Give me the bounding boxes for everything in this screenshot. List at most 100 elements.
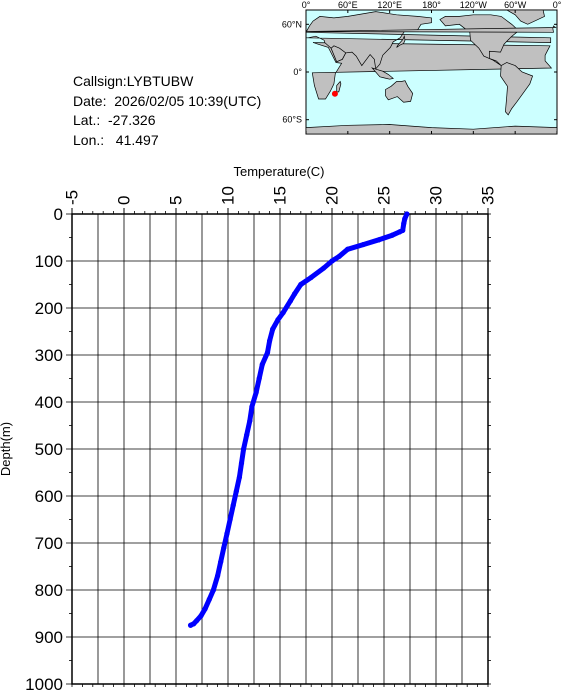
map-lon-label: 0° <box>302 0 311 10</box>
map-lon-label: 120°E <box>377 0 402 10</box>
chart-grid <box>72 214 488 684</box>
y-tick-label: 700 <box>35 534 63 553</box>
x-tick-label: 30 <box>427 186 446 205</box>
profile-point <box>241 446 247 452</box>
map-landmass <box>385 80 414 103</box>
longitude: Lon.: 41.497 <box>73 131 159 148</box>
location-map: 0° 60°E 120°E 180° 120°W 60°W 0° 60°N0°60°S <box>282 0 562 135</box>
profile-point <box>270 326 276 332</box>
x-tick-label: 15 <box>271 186 290 205</box>
profile-point <box>402 216 408 222</box>
profile-point <box>215 573 221 579</box>
profile-point <box>198 613 204 619</box>
map-lat-label: 60°S <box>282 115 302 125</box>
profile-point <box>224 531 230 537</box>
profile-point <box>298 281 304 288</box>
x-tick-label: 5 <box>167 196 186 205</box>
profile-point <box>397 229 403 235</box>
profile-point <box>259 361 265 367</box>
profile-point <box>218 559 224 565</box>
latitude: Lat.: -27.326 <box>73 112 156 128</box>
profile-point <box>221 545 227 551</box>
map-latitude-labels: 60°N 0° 60°S <box>282 19 303 124</box>
y-tick-label: 1000 <box>25 675 63 690</box>
map-landmass <box>371 67 394 80</box>
map-lat-label: 0° <box>293 67 302 77</box>
map-landmass <box>306 25 557 33</box>
profile-point <box>345 246 351 252</box>
plot-frame <box>71 213 489 685</box>
profile-point <box>233 488 239 494</box>
y-tick-label: 600 <box>35 487 63 506</box>
profile-point <box>230 502 236 508</box>
y-tick-label: 400 <box>35 393 63 412</box>
cast-location-marker <box>331 90 338 97</box>
profile-point <box>202 606 208 612</box>
cast-info: Callsign:LYBTUBW Date: 2026/02/05 10:39(… <box>73 72 261 150</box>
profile-point <box>238 460 245 466</box>
x-tick-label: 20 <box>323 186 342 205</box>
y-tick-labels: 0 100 200 300 400 500 600 700 800 900 1000 <box>25 205 63 690</box>
profile-point <box>291 291 298 297</box>
profile-point <box>227 516 233 523</box>
profile-point <box>247 418 253 424</box>
profile-point <box>187 622 194 628</box>
temperature-profile <box>187 211 410 628</box>
profile-point <box>275 317 281 323</box>
map-landmass <box>439 14 520 66</box>
profile-point <box>376 237 382 243</box>
callsign: Callsign:LYBTUBW <box>73 73 194 89</box>
map-graticule <box>305 10 558 134</box>
x-tick-labels: -5 0 5 10 15 20 25 30 35 <box>63 186 498 205</box>
profile-point <box>360 241 366 248</box>
map-landmass <box>505 9 545 25</box>
map-lon-label: 60°W <box>504 0 527 10</box>
y-tick-label: 100 <box>35 252 63 271</box>
x-tick-label: 0 <box>115 196 134 205</box>
profile-point <box>308 274 314 281</box>
map-landmass <box>500 62 534 116</box>
map-lon-label: 180° <box>422 0 441 10</box>
profile-point <box>256 375 262 382</box>
map-landmass <box>336 80 342 93</box>
cast-date: Date: 2026/02/05 10:39(UTC) <box>73 92 262 109</box>
y-tick-label: 900 <box>35 628 63 647</box>
y-tick-label: 300 <box>35 346 63 365</box>
profile-point <box>210 587 217 593</box>
profile-point <box>401 220 407 226</box>
profile-point <box>389 232 395 238</box>
chart-minor-ticks <box>66 208 491 687</box>
x-tick-label: 25 <box>375 186 394 205</box>
x-axis-title: Temperature(C) <box>233 164 324 179</box>
map-landmass <box>396 34 406 48</box>
profile-point <box>329 258 335 264</box>
profile-point <box>253 390 259 396</box>
y-tick-label: 800 <box>35 581 63 600</box>
profile-point <box>194 617 200 624</box>
map-lon-label: 120°W <box>460 0 488 10</box>
map-lon-label: 60°E <box>338 0 358 10</box>
profile-point <box>321 265 327 271</box>
profile-point <box>206 596 212 603</box>
cast-marker-dot <box>331 90 338 97</box>
x-tick-label: -5 <box>63 190 82 205</box>
profile-point <box>336 253 342 259</box>
map-land <box>305 9 558 135</box>
map-longitude-labels: 0° 60°E 120°E 180° 120°W 60°W 0° <box>302 0 562 10</box>
profile-point <box>287 298 293 304</box>
profile-point <box>236 474 243 480</box>
map-lat-label: 60°N <box>282 19 302 29</box>
y-axis-title: Depth(m) <box>0 422 13 476</box>
temperature-depth-chart: -5 0 5 10 15 20 25 30 35 01002003004005006007008… <box>0 164 498 690</box>
profile-point <box>280 310 286 316</box>
profile-point <box>264 350 271 356</box>
profile-point <box>244 432 250 438</box>
y-tick-label: 500 <box>35 440 63 459</box>
temperature-profile-line <box>188 211 410 628</box>
profile-point <box>267 338 273 344</box>
map-lon-label: 0° <box>553 0 562 10</box>
profile-point <box>404 211 410 217</box>
x-tick-label: 35 <box>479 186 498 205</box>
profile-point <box>249 404 255 410</box>
